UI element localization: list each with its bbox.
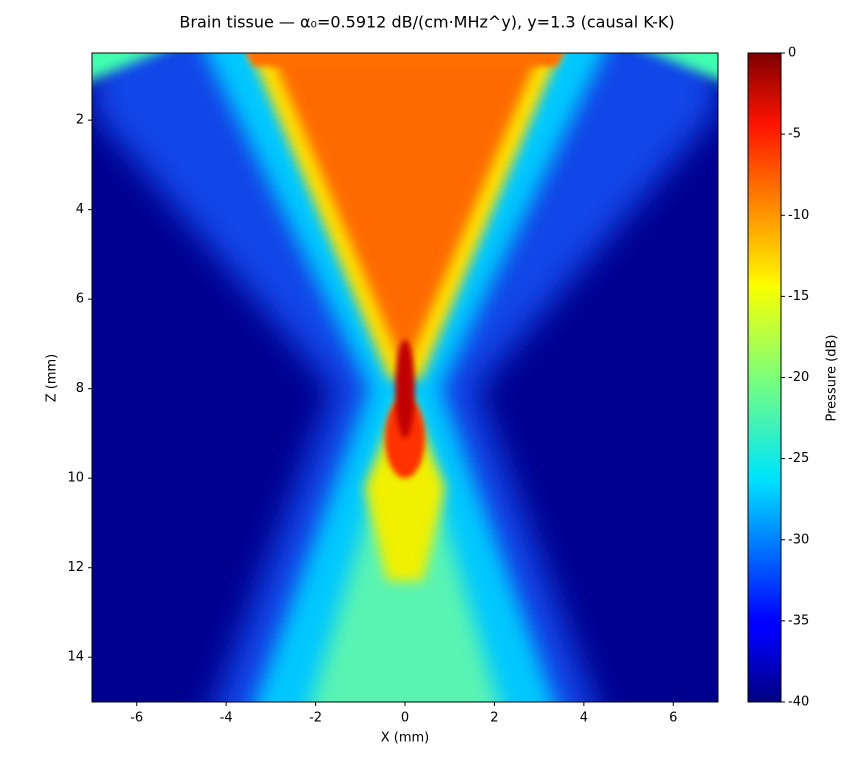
heatmap-field bbox=[92, 53, 718, 702]
colorbar bbox=[747, 52, 782, 703]
field-shape bbox=[364, 388, 446, 582]
x-axis-label: X (mm) bbox=[381, 731, 430, 746]
y-tick-label: 12 bbox=[67, 560, 84, 575]
colorbar-tick-label: -40 bbox=[788, 695, 809, 710]
y-tick-label: 14 bbox=[67, 650, 84, 665]
colorbar-tick-label: 0 bbox=[788, 46, 796, 61]
colorbar-tick-label: -15 bbox=[788, 289, 809, 304]
y-tick-label: 4 bbox=[76, 202, 84, 217]
y-axis-label: Z (mm) bbox=[45, 354, 60, 403]
colorbar-tick-label: -30 bbox=[788, 532, 809, 547]
x-tick-label: -2 bbox=[309, 711, 322, 726]
colorbar-tick-label: -10 bbox=[788, 208, 809, 223]
field-shape bbox=[395, 339, 415, 438]
x-tick-label: -6 bbox=[130, 711, 143, 726]
x-tick-label: 4 bbox=[580, 711, 588, 726]
x-tick-label: -4 bbox=[220, 711, 233, 726]
x-tick-label: 0 bbox=[401, 711, 409, 726]
y-tick-label: 6 bbox=[76, 292, 84, 307]
y-tick-label: 10 bbox=[67, 471, 84, 486]
field-shape bbox=[652, 53, 718, 80]
field-shape bbox=[92, 53, 158, 80]
x-tick-label: 2 bbox=[490, 711, 498, 726]
colorbar-label: Pressure (dB) bbox=[825, 335, 840, 422]
colorbar-tick-label: -35 bbox=[788, 613, 809, 628]
field-shape bbox=[270, 53, 540, 371]
colorbar-tick-label: -5 bbox=[788, 127, 801, 142]
colorbar-tick-label: -20 bbox=[788, 370, 809, 385]
colorbar-tick-label: -25 bbox=[788, 451, 809, 466]
y-tick-label: 2 bbox=[76, 113, 84, 128]
chart-title: Brain tissue — α₀=0.5912 dB/(cm·MHz^y), … bbox=[179, 13, 674, 32]
x-tick-label: 6 bbox=[669, 711, 677, 726]
field-shape bbox=[246, 53, 564, 67]
y-tick-label: 8 bbox=[76, 381, 84, 396]
